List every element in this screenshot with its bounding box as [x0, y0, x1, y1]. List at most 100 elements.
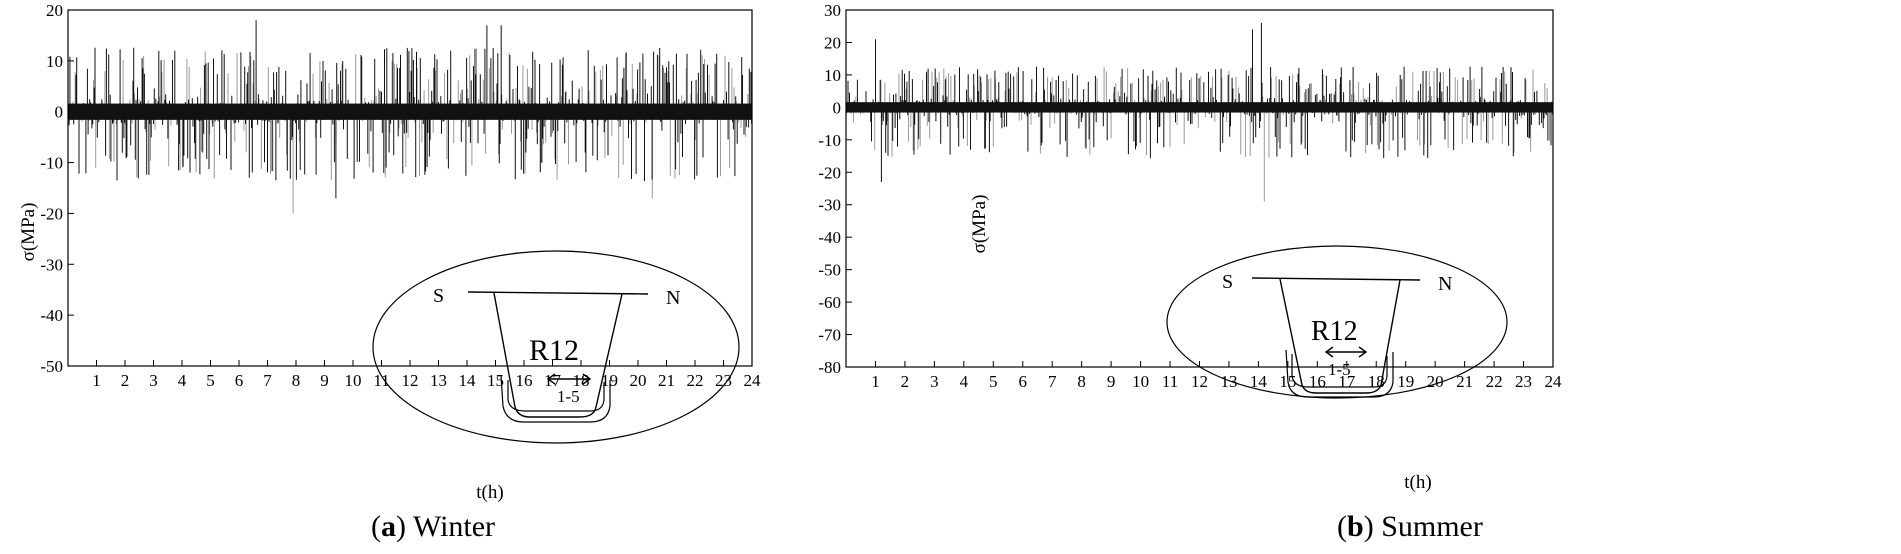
x-tick-label-summer-7: 7	[1048, 372, 1057, 391]
x-tick-label-winter-22: 22	[687, 371, 704, 390]
x-tick-label-summer-14: 14	[1250, 372, 1268, 391]
y-tick-label-summer--30: -30	[818, 196, 841, 215]
x-tick-label-winter-1: 1	[92, 371, 101, 390]
x-tick-label-summer-19: 19	[1397, 372, 1414, 391]
signal-summer	[845, 23, 1554, 202]
ylabel-summer: σ(MPa)	[969, 195, 990, 254]
y-tick-label-winter--50: -50	[40, 357, 63, 376]
y-tick-label-summer-10: 10	[824, 66, 841, 85]
signal-winter	[67, 20, 753, 214]
rib-inner-outline-summer	[1291, 354, 1388, 388]
x-tick-label-winter-3: 3	[149, 371, 158, 390]
rib-bottom-plate-summer	[1285, 349, 1394, 398]
x-tick-label-winter-6: 6	[235, 371, 244, 390]
x-tick-label-winter-17: 17	[544, 371, 562, 390]
x-tick-label-winter-13: 13	[430, 371, 447, 390]
rib-outline-summer	[1279, 278, 1401, 394]
y-tick-label-summer-0: 0	[833, 98, 842, 117]
caption-letter-winter: a	[381, 510, 396, 543]
inset-gauge-label-summer: 1-5	[1328, 360, 1351, 379]
caption-summer: (b) Summer	[1337, 510, 1483, 543]
x-tick-label-summer-9: 9	[1107, 372, 1116, 391]
y-tick-label-summer--70: -70	[818, 326, 841, 345]
inset-north-label-winter: N	[666, 287, 680, 309]
x-tick-label-winter-4: 4	[178, 371, 187, 390]
y-tick-label-summer--20: -20	[818, 163, 841, 182]
x-tick-label-summer-5: 5	[989, 372, 998, 391]
x-tick-label-winter-8: 8	[292, 371, 301, 390]
x-tick-label-winter-11: 11	[373, 371, 389, 390]
x-tick-label-winter-23: 23	[715, 371, 732, 390]
x-tick-label-summer-6: 6	[1019, 372, 1028, 391]
plot-frame-winter	[67, 9, 753, 367]
y-tick-label-summer--80: -80	[818, 358, 841, 377]
x-tick-label-summer-8: 8	[1077, 372, 1086, 391]
x-tick-label-summer-20: 20	[1427, 372, 1444, 391]
y-tick-label-winter-0: 0	[55, 103, 64, 122]
y-tick-label-winter-10: 10	[46, 52, 63, 71]
deck-line-winter	[467, 291, 649, 295]
x-tick-label-winter-7: 7	[263, 371, 272, 390]
x-tick-label-winter-5: 5	[206, 371, 215, 390]
x-tick-label-summer-21: 21	[1456, 372, 1473, 391]
panel-winter: σ(MPa) t(h) 1 2 3 4 5 6 7 8 9 10 11 12 13 14 15 16 17 18 1…	[18, 1, 761, 503]
x-tick-label-summer-17: 17	[1338, 372, 1356, 391]
x-tick-label-winter-20: 20	[630, 371, 647, 390]
signal-core-band-winter	[68, 103, 752, 120]
inset-rib-label-winter: R12	[529, 334, 579, 367]
deck-line-summer	[1251, 277, 1421, 281]
ticks-winter: 1 2 3 4 5 6 7 8 9 10 11 12 13 14 15 16 17 18 19 20 21 22 23 242…	[40, 1, 761, 390]
x-tick-label-winter-24: 24	[744, 371, 762, 390]
section-inset-winter: S N R12 1-5	[372, 250, 740, 444]
caption-text-winter: Winter	[412, 510, 496, 543]
x-tick-label-winter-9: 9	[320, 371, 329, 390]
y-tick-label-summer--50: -50	[818, 261, 841, 280]
x-tick-label-summer-4: 4	[960, 372, 969, 391]
y-tick-label-winter-20: 20	[46, 1, 63, 20]
x-tick-label-summer-12: 12	[1191, 372, 1208, 391]
x-tick-label-summer-2: 2	[901, 372, 910, 391]
gauge-arrow-summer	[1324, 346, 1368, 358]
y-tick-label-winter--30: -30	[40, 255, 63, 274]
inset-ellipse-summer	[1166, 245, 1508, 399]
x-tick-label-summer-24: 24	[1545, 372, 1563, 391]
y-tick-label-winter--20: -20	[40, 204, 63, 223]
panel-summer: σ(MPa) t(h) 1 2 3 4 5 6 7 8 9 10 11 12 13 14 15 16 17 18 1…	[818, 1, 1562, 493]
inset-north-label-summer: N	[1438, 273, 1452, 295]
caption-winter: (a) Winter	[371, 510, 496, 543]
plot-frame-summer	[845, 9, 1554, 368]
rib-inner-outline-winter	[507, 380, 605, 412]
xlabel-summer: t(h)	[1404, 472, 1431, 493]
rib-bottom-plate-winter	[500, 375, 611, 423]
x-tick-label-winter-21: 21	[658, 371, 675, 390]
inset-south-label-winter: S	[433, 285, 444, 307]
y-tick-label-summer--60: -60	[818, 293, 841, 312]
x-tick-label-summer-22: 22	[1486, 372, 1503, 391]
x-tick-label-summer-11: 11	[1162, 372, 1178, 391]
x-tick-label-summer-3: 3	[930, 372, 939, 391]
ylabel-winter: σ(MPa)	[18, 203, 39, 262]
signal-core-band-summer	[846, 102, 1553, 113]
x-tick-label-winter-12: 12	[402, 371, 419, 390]
inset-rib-label-summer: R12	[1311, 316, 1358, 347]
y-tick-label-summer-30: 30	[824, 1, 841, 20]
y-tick-label-winter--40: -40	[40, 306, 63, 325]
x-tick-label-winter-15: 15	[487, 371, 504, 390]
y-tick-label-summer-20: 20	[824, 33, 841, 52]
x-tick-label-summer-16: 16	[1309, 372, 1326, 391]
gauge-arrow-winter	[546, 373, 592, 385]
inset-ellipse-winter	[372, 250, 740, 444]
section-inset-summer: S N R12 1-5	[1166, 245, 1508, 399]
inset-gauge-label-winter: 1-5	[557, 387, 580, 406]
x-tick-label-summer-1: 1	[871, 372, 880, 391]
ticks-summer: 1 2 3 4 5 6 7 8 9 10 11 12 13 14 15 16 17 18 19 20 21 22 23 243…	[818, 1, 1562, 391]
x-tick-label-summer-23: 23	[1515, 372, 1532, 391]
y-tick-label-summer--40: -40	[818, 228, 841, 247]
x-tick-label-winter-16: 16	[516, 371, 533, 390]
caption-text-summer: Summer	[1381, 510, 1483, 543]
figure: σ(MPa) t(h) 1 2 3 4 5 6 7 8 9 10 11 12 13 14 15 16 17 18 1…	[18, 1, 1562, 503]
x-tick-label-summer-10: 10	[1132, 372, 1149, 391]
caption-letter-summer: b	[1347, 510, 1364, 543]
y-tick-label-summer--10: -10	[818, 131, 841, 150]
x-tick-label-winter-10: 10	[345, 371, 362, 390]
